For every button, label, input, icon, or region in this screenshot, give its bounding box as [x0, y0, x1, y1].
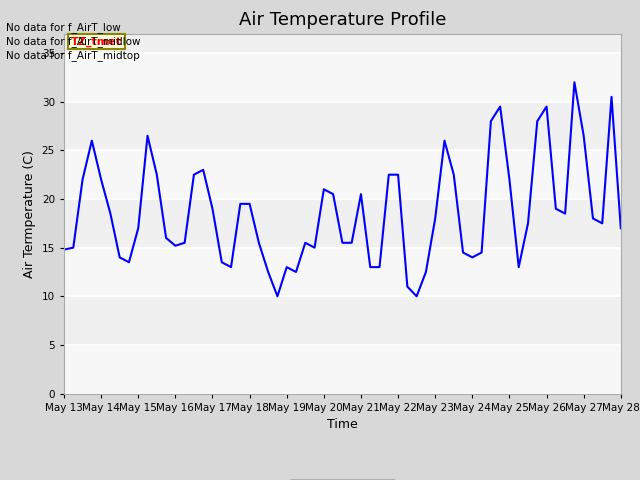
Bar	[64, 345, 621, 394]
Y-axis label: Air Termperature (C): Air Termperature (C)	[23, 150, 36, 277]
Bar	[64, 248, 621, 296]
Text: No data for f_AirT_low: No data for f_AirT_low	[6, 22, 121, 33]
Bar	[64, 150, 621, 199]
Bar	[64, 53, 621, 102]
Text: No data for f_AirT_midlow: No data for f_AirT_midlow	[6, 36, 141, 47]
Title: Air Temperature Profile: Air Temperature Profile	[239, 11, 446, 29]
Text: No data for f_AirT_midtop: No data for f_AirT_midtop	[6, 50, 140, 61]
X-axis label: Time: Time	[327, 418, 358, 431]
Text: TZ_tmet: TZ_tmet	[71, 36, 122, 47]
